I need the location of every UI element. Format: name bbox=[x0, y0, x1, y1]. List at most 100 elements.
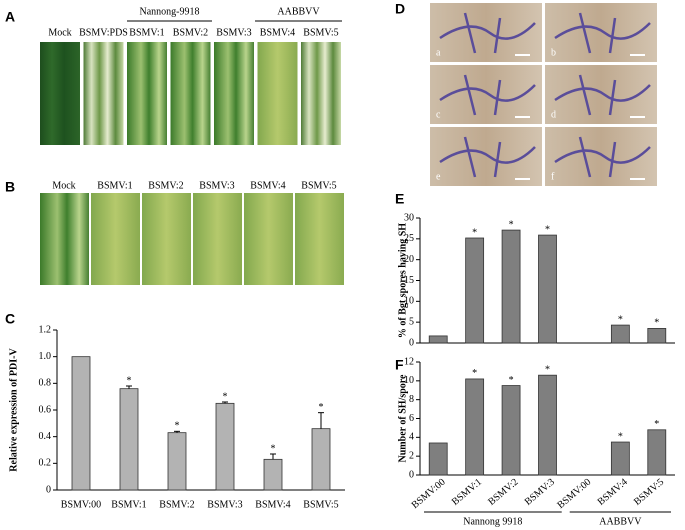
significance-marker: * bbox=[545, 224, 550, 235]
y-tick-label: 0.4 bbox=[39, 431, 52, 442]
hyphae bbox=[554, 74, 651, 116]
x-tick-label: BSMV:4 bbox=[596, 477, 630, 508]
significance-marker: * bbox=[472, 227, 477, 238]
group-label: Nannong-9918 bbox=[140, 6, 200, 17]
bar bbox=[465, 237, 485, 344]
x-tick-label: BSMV:5 bbox=[303, 499, 338, 510]
bar bbox=[311, 428, 331, 491]
significance-marker: * bbox=[472, 368, 477, 379]
group-label: AABBVV bbox=[277, 6, 320, 17]
significance-marker: * bbox=[509, 219, 514, 230]
y-tick-label: 15 bbox=[404, 275, 414, 286]
y-tick-label: 30 bbox=[404, 212, 414, 223]
leaf-photo bbox=[244, 193, 293, 285]
photo-label: BSMV:PDS bbox=[79, 27, 128, 38]
leaf-photo bbox=[40, 193, 89, 285]
photo-label: BSMV:5 bbox=[301, 180, 336, 191]
hyphae bbox=[554, 136, 651, 178]
leaf-photo bbox=[295, 193, 344, 285]
leaf-photo bbox=[257, 42, 298, 145]
photo-label: BSMV:5 bbox=[303, 27, 338, 38]
hyphae bbox=[439, 136, 536, 178]
y-axis-label: Relative expression of PDI-V bbox=[8, 348, 19, 472]
significance-marker: * bbox=[223, 391, 228, 402]
x-tick-label: BSMV:3 bbox=[207, 499, 242, 510]
leaf-photo bbox=[127, 42, 167, 145]
leaf-photo bbox=[214, 42, 254, 145]
significance-marker: * bbox=[654, 419, 659, 430]
x-tick-label: BSMV:00 bbox=[61, 499, 101, 510]
bar bbox=[501, 229, 521, 344]
bar bbox=[538, 374, 557, 476]
significance-marker: * bbox=[175, 421, 180, 432]
y-tick-label: 0 bbox=[46, 484, 51, 495]
photo-label: Mock bbox=[48, 27, 71, 38]
bar bbox=[538, 234, 557, 344]
hyphae bbox=[439, 12, 536, 54]
photo-label: BSMV:3 bbox=[199, 180, 234, 191]
bar bbox=[428, 442, 448, 476]
panel-letter: D bbox=[395, 1, 405, 17]
photo-label: BSMV:2 bbox=[173, 27, 208, 38]
x-tick-label: BSMV:00 bbox=[410, 477, 448, 511]
group-label: Nannong 9918 bbox=[463, 516, 522, 527]
y-tick-label: 0.6 bbox=[39, 404, 52, 415]
bar bbox=[71, 356, 91, 491]
panel-letter: C bbox=[5, 311, 15, 327]
micrograph-label: f bbox=[551, 171, 555, 182]
bar bbox=[119, 388, 139, 491]
leaf-photo bbox=[83, 42, 124, 145]
y-tick-label: 4 bbox=[409, 432, 414, 443]
leaf-photo bbox=[91, 193, 140, 285]
panel-letter: A bbox=[5, 9, 15, 25]
y-tick-label: 0 bbox=[409, 337, 414, 348]
micrograph-label: d bbox=[551, 109, 556, 120]
group-label: AABBVV bbox=[599, 516, 642, 527]
bar bbox=[501, 385, 521, 476]
leaf-photo bbox=[170, 42, 211, 145]
panel-letter: F bbox=[395, 357, 404, 373]
y-tick-label: 20 bbox=[404, 254, 414, 265]
photo-label: BSMV:1 bbox=[97, 180, 132, 191]
y-tick-label: 1.0 bbox=[39, 351, 52, 362]
photo-label: BSMV:4 bbox=[250, 180, 285, 191]
micrograph-label: e bbox=[436, 171, 441, 182]
y-tick-label: 8 bbox=[409, 394, 414, 405]
bar bbox=[647, 328, 667, 344]
y-tick-label: 5 bbox=[409, 316, 414, 327]
micrograph-label: c bbox=[436, 109, 441, 120]
bar bbox=[610, 324, 630, 344]
significance-marker: * bbox=[271, 443, 276, 454]
x-tick-label: BSMV:5 bbox=[632, 477, 666, 508]
x-tick-label: BSMV:4 bbox=[255, 499, 290, 510]
significance-marker: * bbox=[319, 402, 324, 413]
photo-label: BSMV:4 bbox=[260, 27, 295, 38]
bar bbox=[428, 335, 448, 344]
x-tick-label: BSMV:3 bbox=[523, 477, 557, 508]
significance-marker: * bbox=[654, 318, 659, 329]
bar bbox=[215, 402, 235, 491]
micrograph-label: a bbox=[436, 47, 441, 58]
significance-marker: * bbox=[545, 364, 550, 375]
y-tick-label: 0.8 bbox=[39, 378, 52, 389]
y-tick-label: 12 bbox=[404, 356, 414, 367]
photo-label: BSMV:2 bbox=[148, 180, 183, 191]
y-tick-label: 25 bbox=[404, 233, 414, 244]
significance-marker: * bbox=[127, 375, 132, 386]
bar bbox=[263, 458, 283, 491]
significance-marker: * bbox=[509, 375, 514, 386]
y-axis-label: Number of SH/spore bbox=[397, 374, 408, 463]
significance-marker: * bbox=[618, 431, 623, 442]
leaf-photo bbox=[142, 193, 191, 285]
bar bbox=[610, 441, 630, 476]
x-tick-label: BSMV:00 bbox=[555, 477, 593, 511]
y-axis-label: % of Bgt spores having SH bbox=[397, 223, 408, 338]
y-tick-label: 0.2 bbox=[39, 458, 52, 469]
y-tick-label: 1.2 bbox=[39, 324, 52, 335]
bar bbox=[465, 378, 485, 476]
hyphae bbox=[439, 74, 536, 116]
hyphae bbox=[554, 12, 651, 54]
significance-marker: * bbox=[618, 314, 623, 325]
x-tick-label: BSMV:2 bbox=[159, 499, 194, 510]
